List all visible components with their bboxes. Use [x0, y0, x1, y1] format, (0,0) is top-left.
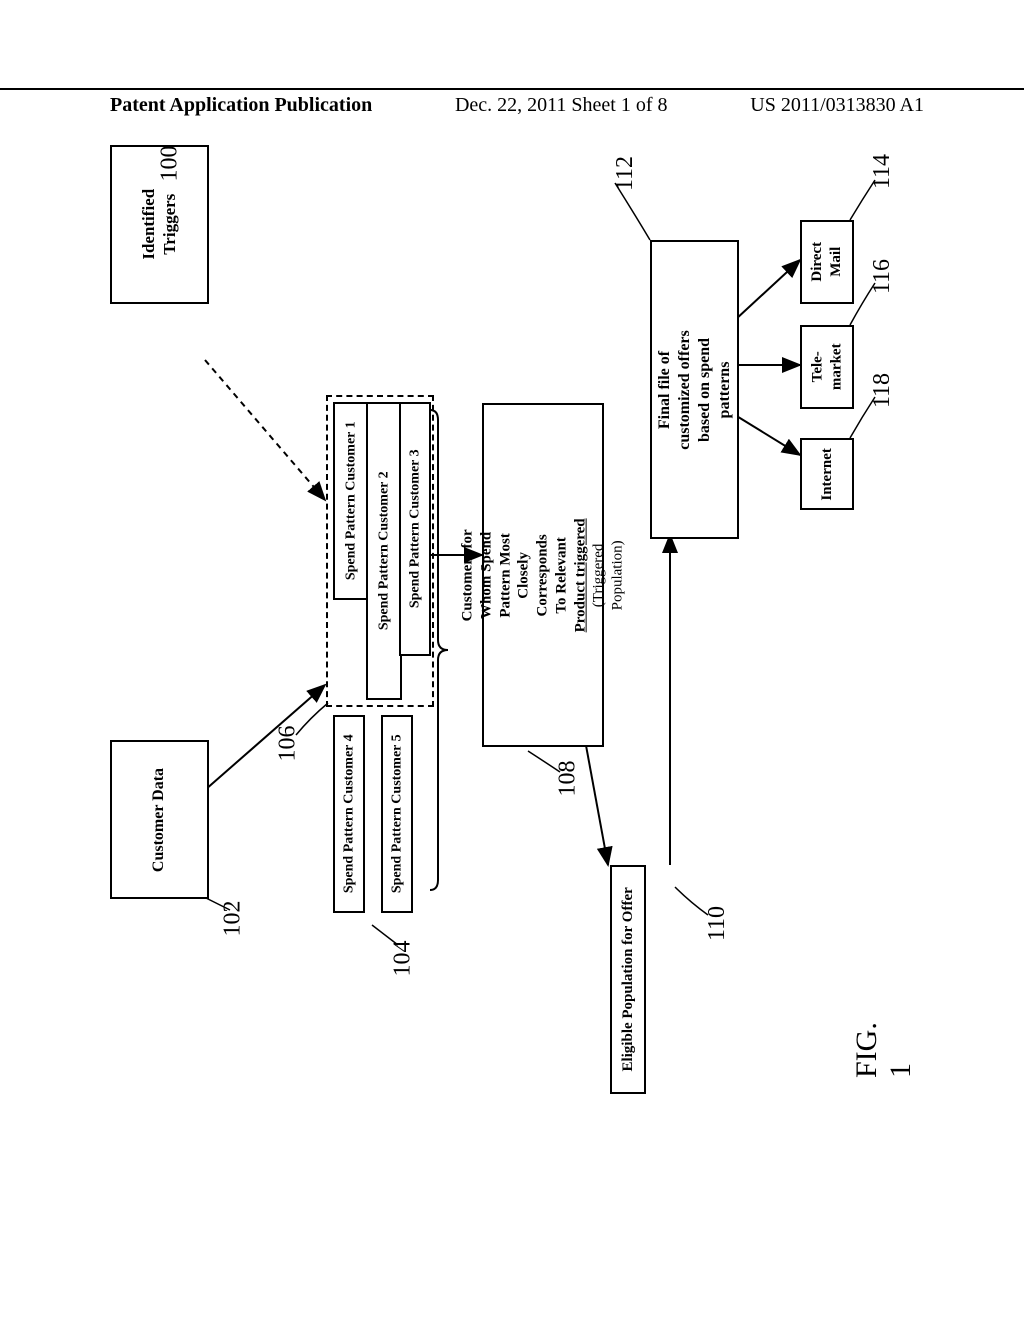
spend-pattern-5: Spend Pattern Customer 5 — [381, 715, 413, 913]
spend-pattern-4-label: Spend Pattern Customer 4 — [340, 735, 358, 894]
triggered-population-box: Customers for Whom Spend Pattern Most Cl… — [482, 403, 604, 747]
header-left: Patent Application Publication — [110, 94, 372, 117]
page-header: Patent Application Publication Dec. 22, … — [0, 88, 1024, 117]
spend-pattern-1-label: Spend Pattern Customer 1 — [342, 422, 360, 581]
spend-pattern-3-label: Spend Pattern Customer 3 — [406, 450, 424, 609]
final-file-box: Final file of customized offers based on… — [650, 240, 739, 539]
ref-108: 108 — [550, 765, 586, 792]
ref-116: 116 — [865, 263, 900, 290]
spend-pattern-3: Spend Pattern Customer 3 — [399, 402, 431, 656]
direct-mail-label: Direct Mail — [808, 242, 846, 282]
spend-pattern-1: Spend Pattern Customer 1 — [333, 402, 369, 600]
internet-box: Internet — [800, 438, 854, 510]
telemarket-box: Tele- market — [800, 325, 854, 409]
ref-112: 112 — [608, 160, 643, 187]
figure-1-diagram: Identified Triggers 100 Customer Data 10… — [110, 145, 913, 1220]
ref-114: 114 — [865, 158, 900, 185]
spend-pattern-2-label: Spend Pattern Customer 2 — [375, 472, 393, 631]
final-file-text: Final file of customized offers based on… — [655, 250, 735, 530]
ref-104: 104 — [385, 945, 421, 972]
eligible-pop-label: Eligible Population for Offer — [619, 887, 638, 1071]
figure-label: FIG. 1 — [855, 1015, 913, 1083]
telemarket-label: Tele- market — [808, 344, 846, 391]
eligible-population-box: Eligible Population for Offer — [610, 865, 646, 1094]
header-center: Dec. 22, 2011 Sheet 1 of 8 — [455, 94, 668, 117]
triggered-pop-text: Customers for Whom Spend Pattern Most Cl… — [459, 415, 628, 735]
spend-pattern-5-label: Spend Pattern Customer 5 — [388, 735, 406, 894]
direct-mail-box: Direct Mail — [800, 220, 854, 304]
ref-100: 100 — [152, 150, 188, 177]
spend-pattern-2: Spend Pattern Customer 2 — [366, 402, 402, 700]
spend-pattern-4: Spend Pattern Customer 4 — [333, 715, 365, 913]
ref-118: 118 — [865, 377, 900, 404]
customer-data-label: Customer Data — [150, 767, 170, 871]
ref-106: 106 — [270, 730, 306, 757]
internet-label: Internet — [818, 448, 837, 501]
header-right: US 2011/0313830 A1 — [750, 94, 924, 117]
ref-110: 110 — [700, 910, 735, 937]
customer-data-box: Customer Data — [110, 740, 209, 899]
identified-triggers-label: Identified Triggers — [138, 189, 181, 260]
ref-102: 102 — [215, 905, 251, 932]
